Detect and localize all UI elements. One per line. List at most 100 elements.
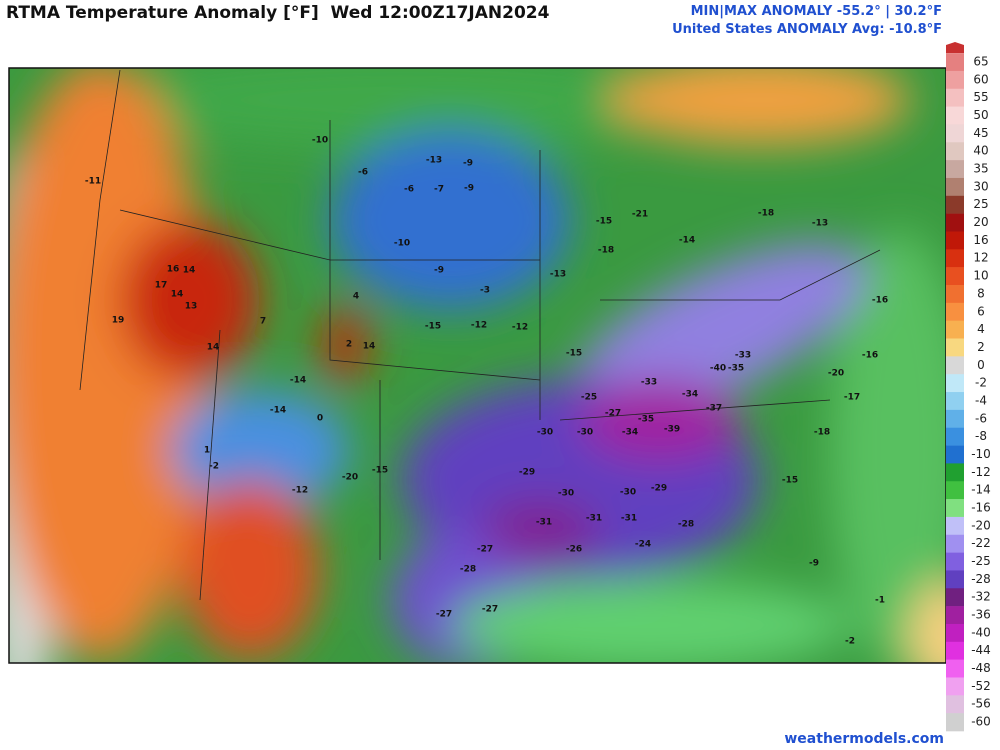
colorbar-swatch	[946, 302, 964, 321]
station-anomaly: -6	[358, 168, 368, 178]
colorbar-label: 45	[973, 126, 988, 140]
station-anomaly: -14	[290, 376, 306, 386]
station-anomaly: 1	[204, 446, 210, 456]
colorbar-swatch	[946, 570, 964, 589]
station-anomaly: -31	[586, 514, 602, 524]
station-anomaly: 0	[317, 414, 323, 424]
station-anomaly: -31	[536, 518, 552, 528]
colorbar-label: -40	[971, 625, 991, 639]
station-anomaly: -31	[621, 514, 637, 524]
station-anomaly: -28	[460, 565, 476, 575]
colorbar-swatch	[946, 463, 964, 482]
colorbar-label: 25	[973, 197, 988, 211]
station-anomaly: -9	[464, 184, 474, 194]
colorbar-label: 4	[977, 322, 985, 336]
station-anomaly: -3	[480, 286, 490, 296]
station-anomaly: -12	[512, 323, 528, 333]
station-anomaly: -1	[875, 596, 885, 606]
title: RTMA Temperature Anomaly [°F] Wed 12:00Z…	[6, 3, 550, 23]
station-anomaly: -33	[641, 378, 657, 388]
colorbar-label: -32	[971, 590, 991, 604]
station-anomaly: -14	[679, 236, 695, 246]
station-anomaly: -29	[519, 468, 535, 478]
colorbar-swatch	[946, 267, 964, 286]
colorbar-label: 60	[973, 72, 988, 86]
colorbar-swatch	[946, 53, 964, 72]
station-anomaly: -24	[635, 540, 651, 550]
colorbar-label: -12	[971, 465, 991, 479]
colorbar-swatch	[946, 606, 964, 625]
colorbar-swatch	[946, 356, 964, 375]
colorbar-label: -48	[971, 661, 991, 675]
colorbar-label: -44	[971, 643, 991, 657]
colorbar-label: 40	[973, 144, 988, 158]
station-anomaly: -25	[581, 393, 597, 403]
station-anomaly: -40	[710, 364, 726, 374]
colorbar-label: -10	[971, 447, 991, 461]
station-anomaly: -12	[471, 321, 487, 331]
colorbar-swatch	[946, 320, 964, 339]
colorbar-label: 20	[973, 215, 988, 229]
colorbar-label: 2	[977, 340, 985, 354]
colorbar-swatch	[946, 588, 964, 607]
colorbar-swatch	[946, 231, 964, 250]
colorbar-swatch	[946, 695, 964, 714]
station-anomaly: -13	[812, 219, 828, 229]
colorbar-swatch	[946, 124, 964, 143]
colorbar-label: -6	[975, 411, 987, 425]
station-anomaly: -34	[682, 390, 698, 400]
colorbar-label: 16	[973, 233, 988, 247]
station-anomaly: 14	[183, 266, 196, 276]
station-anomaly: -2	[209, 462, 219, 472]
station-anomaly: -15	[566, 349, 582, 359]
colorbar-swatch	[946, 160, 964, 179]
station-anomaly: 4	[353, 292, 359, 302]
station-anomaly: -9	[463, 159, 473, 169]
colorbar-label: -16	[971, 501, 991, 515]
colorbar-label: -36	[971, 608, 991, 622]
station-anomaly: -30	[558, 489, 574, 499]
colorbar-swatch	[946, 445, 964, 464]
station-anomaly: -16	[872, 296, 888, 306]
station-anomaly: -20	[342, 473, 358, 483]
station-anomaly: -15	[596, 217, 612, 227]
station-anomaly: -27	[482, 605, 498, 615]
station-anomaly: -15	[425, 322, 441, 332]
station-anomaly: -6	[404, 185, 414, 195]
station-anomaly: -29	[651, 484, 667, 494]
station-anomaly: -11	[85, 177, 101, 187]
station-anomaly: 16	[167, 265, 180, 275]
colorbar-swatch	[946, 623, 964, 643]
colorbar-label: 6	[977, 304, 985, 318]
station-anomaly: -18	[598, 246, 614, 256]
colorbar-swatch	[946, 70, 964, 90]
station-anomaly: -28	[678, 520, 694, 530]
colorbar-swatch	[946, 285, 964, 304]
colorbar-label: 30	[973, 179, 988, 193]
station-anomaly: -37	[706, 404, 722, 414]
station-anomaly: 13	[185, 302, 198, 312]
station-anomaly: -12	[292, 486, 308, 496]
station-anomaly: -35	[728, 364, 744, 374]
station-anomaly: 17	[155, 281, 168, 291]
colorbar-swatch	[946, 392, 964, 411]
stats-avg: United States ANOMALY Avg: -10.8°F	[672, 22, 942, 37]
station-anomaly: -33	[735, 351, 751, 361]
colorbar-swatch	[946, 88, 964, 107]
station-anomaly: 14	[207, 343, 220, 353]
station-anomaly: -30	[537, 428, 553, 438]
station-anomaly: -21	[632, 210, 648, 220]
colorbar-swatch	[946, 427, 964, 446]
station-anomaly: -14	[270, 406, 286, 416]
stats-minmax: MIN|MAX ANOMALY -55.2° | 30.2°F	[690, 4, 942, 19]
station-anomaly: -17	[844, 393, 860, 403]
colorbar-swatch	[946, 659, 964, 678]
colorbar-swatch	[946, 409, 964, 429]
colorbar-swatch	[946, 534, 964, 553]
colorbar-swatch	[946, 195, 964, 214]
station-anomaly: 2	[346, 340, 352, 350]
station-anomaly: -13	[550, 270, 566, 280]
colorbar-swatch	[946, 374, 964, 393]
